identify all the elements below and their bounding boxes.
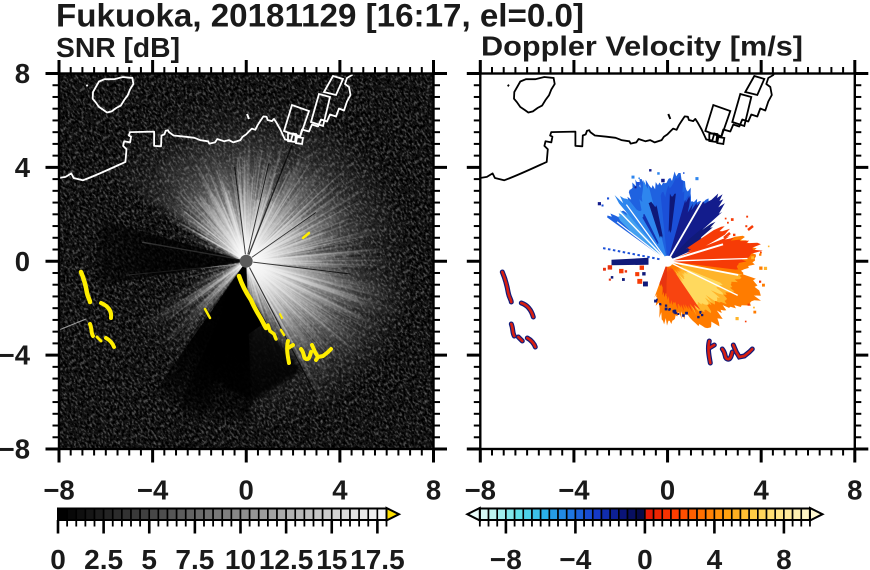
svg-text:2.5: 2.5	[84, 544, 123, 570]
svg-text:17.5: 17.5	[350, 544, 405, 570]
svg-text:4: 4	[15, 152, 31, 183]
svg-text:0: 0	[15, 246, 30, 277]
svg-text:0: 0	[637, 544, 653, 570]
svg-text:8: 8	[426, 475, 441, 506]
svg-text:10: 10	[225, 544, 256, 570]
svg-text:8: 8	[776, 544, 792, 570]
svg-text:−4: −4	[137, 475, 169, 506]
svg-text:12.5: 12.5	[259, 544, 314, 570]
svg-text:−8: −8	[490, 544, 522, 570]
svg-text:−8: −8	[43, 475, 74, 506]
svg-text:Doppler Velocity [m/s]: Doppler Velocity [m/s]	[481, 31, 803, 62]
svg-text:4: 4	[707, 544, 723, 570]
svg-text:−4: −4	[559, 544, 591, 570]
svg-text:0: 0	[50, 544, 66, 570]
svg-text:4: 4	[332, 475, 348, 506]
svg-text:−4: −4	[558, 475, 590, 506]
svg-text:−8: −8	[0, 434, 30, 465]
svg-text:8: 8	[847, 475, 862, 506]
svg-text:5: 5	[141, 544, 157, 570]
svg-text:7.5: 7.5	[175, 544, 214, 570]
svg-text:8: 8	[15, 58, 30, 89]
svg-text:4: 4	[754, 475, 770, 506]
svg-text:−8: −8	[465, 475, 496, 506]
svg-text:SNR [dB]: SNR [dB]	[56, 32, 180, 63]
svg-text:0: 0	[239, 475, 254, 506]
svg-text:0: 0	[660, 475, 675, 506]
svg-text:−4: −4	[0, 340, 31, 371]
svg-text:Fukuoka, 20181129 [16:17, el=0: Fukuoka, 20181129 [16:17, el=0.0]	[56, 0, 584, 34]
svg-text:15: 15	[316, 544, 347, 570]
